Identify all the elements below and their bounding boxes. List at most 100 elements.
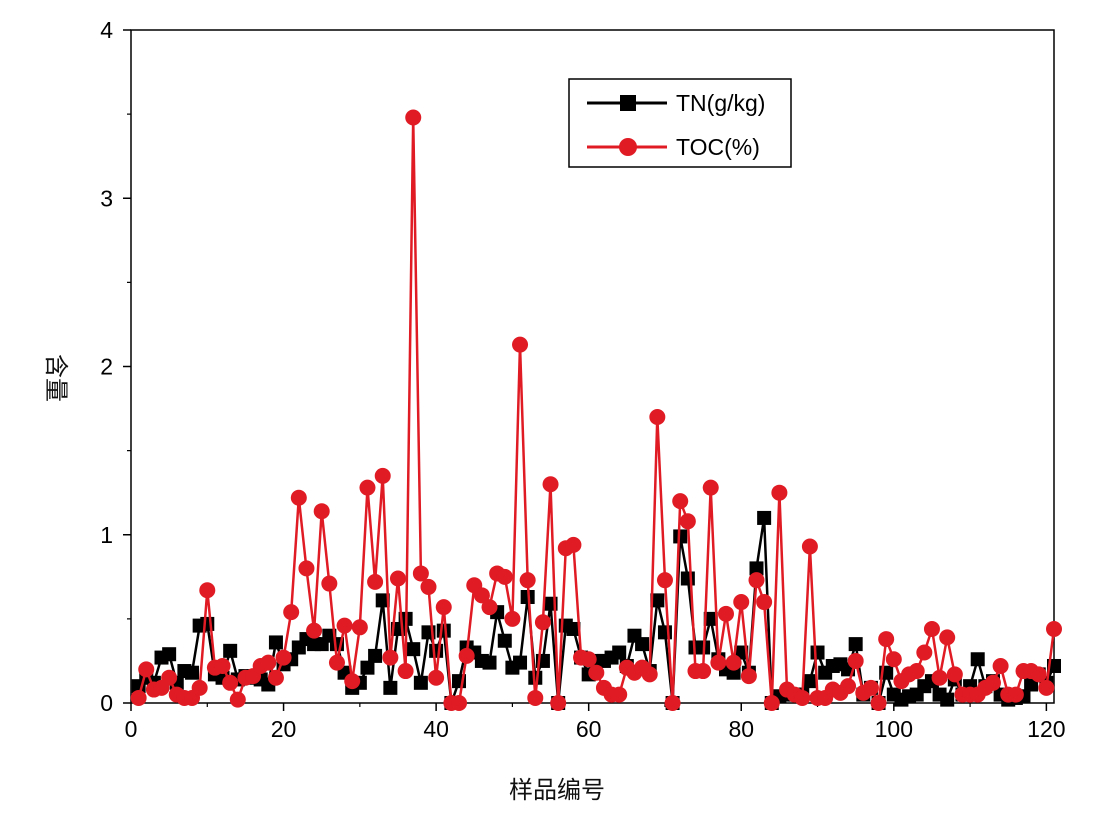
data-point-circle bbox=[756, 594, 773, 611]
axis-ticks bbox=[123, 29, 1048, 711]
data-point-circle bbox=[512, 336, 529, 353]
data-point-circle bbox=[1030, 666, 1047, 683]
legend-label: TOC(%) bbox=[676, 134, 760, 160]
data-point-circle bbox=[1046, 620, 1062, 637]
data-point-circle bbox=[672, 493, 689, 510]
data-point-circle bbox=[397, 663, 414, 680]
data-point-circle bbox=[290, 489, 307, 506]
data-point-circle bbox=[550, 695, 567, 711]
y-tick-label: 0 bbox=[100, 690, 113, 716]
data-point-circle bbox=[161, 669, 178, 686]
data-point-circle bbox=[412, 565, 429, 582]
data-point-circle bbox=[283, 604, 300, 621]
data-point-circle bbox=[328, 654, 345, 671]
data-point-circle bbox=[451, 695, 468, 711]
data-point-circle bbox=[306, 622, 323, 639]
data-point-circle bbox=[946, 666, 963, 683]
data-point-circle bbox=[1007, 686, 1024, 703]
data-point-square bbox=[680, 571, 695, 586]
data-point-square bbox=[413, 675, 428, 690]
data-point-circle bbox=[580, 651, 597, 668]
data-point-circle bbox=[542, 476, 559, 493]
data-point-circle bbox=[321, 575, 338, 592]
x-tick-label: 40 bbox=[423, 716, 449, 742]
y-tick-label: 1 bbox=[100, 522, 113, 548]
data-point-circle bbox=[435, 599, 452, 616]
legend-label: TN(g/kg) bbox=[676, 90, 765, 116]
data-point-circle bbox=[801, 538, 818, 555]
legend-box bbox=[568, 78, 792, 168]
data-point-circle bbox=[504, 610, 521, 627]
data-point-circle bbox=[336, 617, 353, 634]
data-point-circle bbox=[916, 644, 933, 661]
data-point-circle bbox=[702, 479, 719, 496]
data-point-square bbox=[612, 645, 627, 660]
data-point-circle bbox=[229, 691, 246, 708]
data-point-circle bbox=[733, 594, 750, 611]
data-point-circle bbox=[740, 668, 757, 685]
data-point-circle bbox=[481, 599, 498, 616]
data-point-circle bbox=[519, 572, 536, 589]
legend: TN(g/kg) TOC(%) bbox=[568, 78, 792, 168]
y-tick-label: 2 bbox=[100, 354, 113, 380]
data-point-circle bbox=[298, 560, 315, 577]
data-point-circle bbox=[138, 661, 155, 678]
data-point-circle bbox=[428, 669, 445, 686]
x-tick-label: 20 bbox=[271, 716, 297, 742]
data-point-square bbox=[162, 647, 177, 662]
data-point-square bbox=[497, 633, 512, 648]
data-point-circle bbox=[649, 408, 666, 425]
data-point-circle bbox=[344, 673, 361, 690]
legend-marker-circle bbox=[619, 138, 637, 156]
data-point-square bbox=[650, 593, 665, 608]
data-point-circle bbox=[710, 654, 727, 671]
data-point-square bbox=[268, 635, 283, 650]
data-point-circle bbox=[931, 669, 948, 686]
data-point-square bbox=[185, 665, 200, 680]
data-point-square bbox=[368, 648, 383, 663]
data-point-circle bbox=[389, 570, 406, 587]
data-point-circle bbox=[923, 620, 940, 637]
data-point-square bbox=[635, 637, 650, 652]
data-point-circle bbox=[763, 695, 780, 711]
data-point-circle bbox=[748, 572, 765, 589]
x-tick-label: 120 bbox=[1027, 716, 1065, 742]
x-axis-title: 样品编号 bbox=[509, 776, 605, 804]
y-axis-title: 含量 bbox=[42, 354, 70, 402]
data-point-circle bbox=[939, 629, 956, 646]
data-point-square bbox=[757, 510, 772, 525]
data-point-circle bbox=[260, 654, 277, 671]
series-line bbox=[137, 116, 1056, 705]
data-point-circle bbox=[313, 503, 330, 520]
data-point-circle bbox=[130, 689, 147, 706]
data-point-circle bbox=[496, 568, 513, 585]
data-point-circle bbox=[725, 654, 742, 671]
axis-tick-labels: 0 20 40 60 80 100 120 0 1 2 3 4 bbox=[100, 17, 1065, 742]
data-point-circle bbox=[565, 536, 582, 553]
data-point-square bbox=[657, 625, 672, 640]
data-point-circle bbox=[214, 657, 231, 674]
data-point-circle bbox=[199, 582, 216, 599]
data-point-circle bbox=[374, 467, 391, 484]
data-point-square bbox=[513, 655, 528, 670]
data-point-square bbox=[673, 529, 688, 544]
data-point-circle bbox=[191, 679, 208, 696]
data-point-circle bbox=[840, 678, 857, 695]
data-point-circle bbox=[870, 695, 887, 711]
data-point-square bbox=[360, 660, 375, 675]
data-point-square bbox=[383, 680, 398, 695]
data-point-circle bbox=[641, 666, 658, 683]
data-point-circle bbox=[656, 572, 673, 589]
data-point-square bbox=[848, 637, 863, 652]
data-point-circle bbox=[611, 686, 628, 703]
data-point-circle bbox=[588, 664, 605, 681]
series-layer bbox=[130, 109, 1062, 711]
data-point-circle bbox=[351, 619, 368, 636]
x-tick-label: 80 bbox=[728, 716, 754, 742]
data-point-square bbox=[940, 692, 955, 707]
data-point-square bbox=[566, 621, 581, 636]
x-tick-label: 0 bbox=[125, 716, 138, 742]
legend-marker-square bbox=[620, 95, 636, 111]
data-point-circle bbox=[664, 695, 681, 711]
